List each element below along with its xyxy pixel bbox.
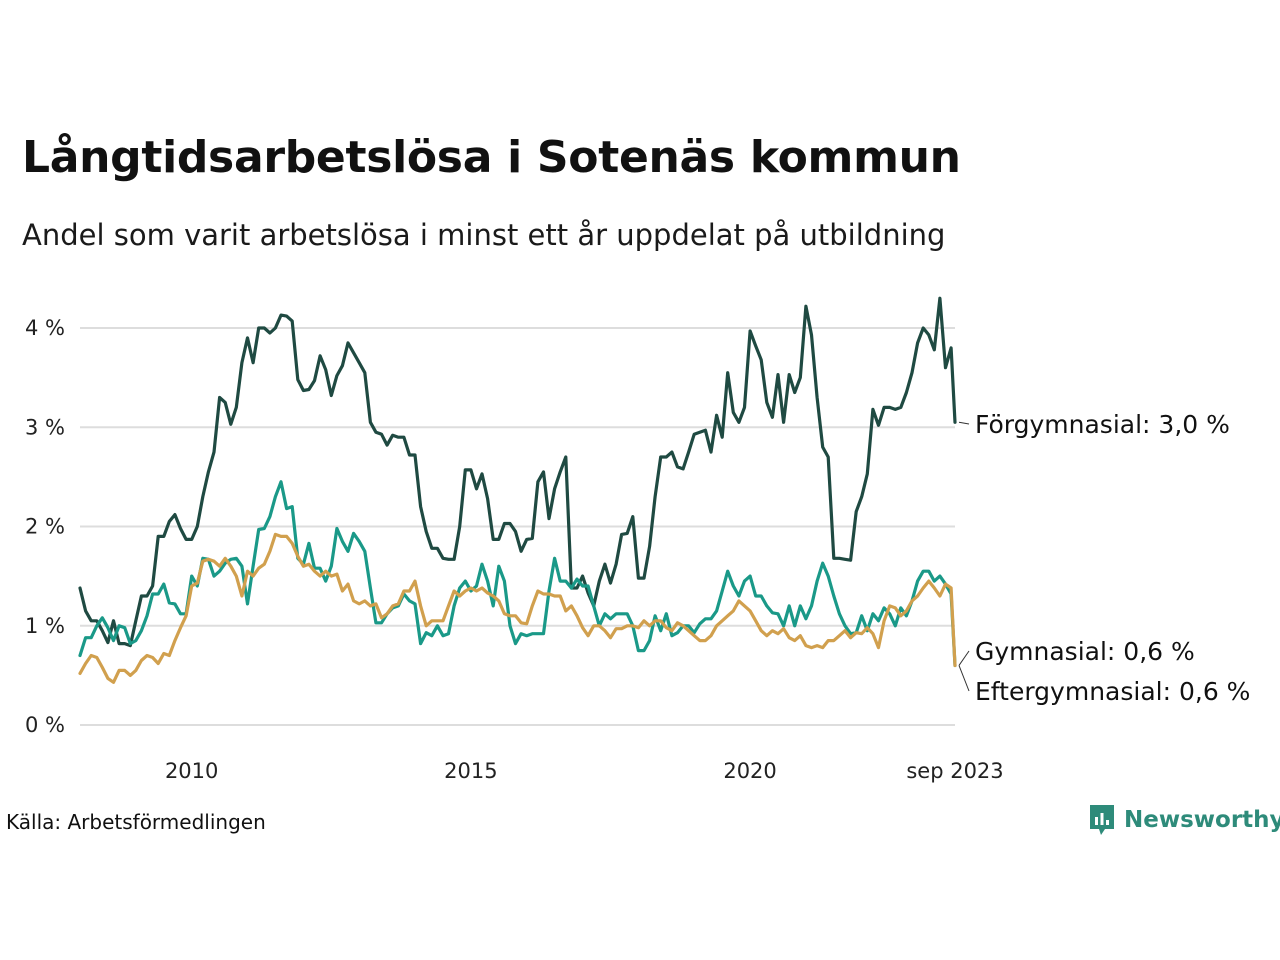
y-axis-tick-labels: 0 % 1 % 2 % 3 % 4 % [25, 316, 65, 737]
newsworthy-logo: Newsworthy [1088, 803, 1280, 837]
series-end-label: Eftergymnasial: 0,6 % [975, 677, 1250, 706]
y-tick-label: 1 % [25, 614, 65, 638]
grid-lines [80, 327, 955, 726]
leader-line [958, 650, 970, 666]
x-tick-label: 2020 [723, 759, 776, 783]
leader-line [958, 421, 970, 425]
y-tick-label: 3 % [25, 415, 65, 439]
chart-title: Långtidsarbetslösa i Sotenäs kommun [22, 132, 961, 183]
series-line-eftergymnasial [78, 532, 957, 684]
y-tick-label: 4 % [25, 316, 65, 340]
source-note: Källa: Arbetsförmedlingen [6, 810, 266, 834]
series-line-gymnasial [78, 480, 957, 668]
x-tick-label: 2010 [165, 759, 218, 783]
series-line-förgymnasial [78, 296, 957, 648]
series-end-labels: Förgymnasial: 3,0 % Gymnasial: 0,6 % Efter… [958, 410, 1250, 706]
newsworthy-logo-icon [1090, 805, 1114, 835]
x-axis-tick-labels: 2010 2015 2020 sep 2023 [165, 759, 1004, 783]
line-chart: 0 % 1 % 2 % 3 % 4 % 2010 2015 2020 sep 2023 För… [25, 296, 1250, 783]
x-tick-label: 2015 [444, 759, 497, 783]
leader-line [958, 665, 970, 692]
y-tick-label: 0 % [25, 713, 65, 737]
x-tick-label: sep 2023 [906, 759, 1003, 783]
y-tick-label: 2 % [25, 515, 65, 539]
series-end-label: Förgymnasial: 3,0 % [975, 410, 1230, 439]
chart-subtitle: Andel som varit arbetslösa i minst ett å… [22, 218, 946, 252]
series-lines [78, 296, 957, 684]
newsworthy-logo-text: Newsworthy [1124, 807, 1280, 833]
series-end-label: Gymnasial: 0,6 % [975, 637, 1195, 666]
